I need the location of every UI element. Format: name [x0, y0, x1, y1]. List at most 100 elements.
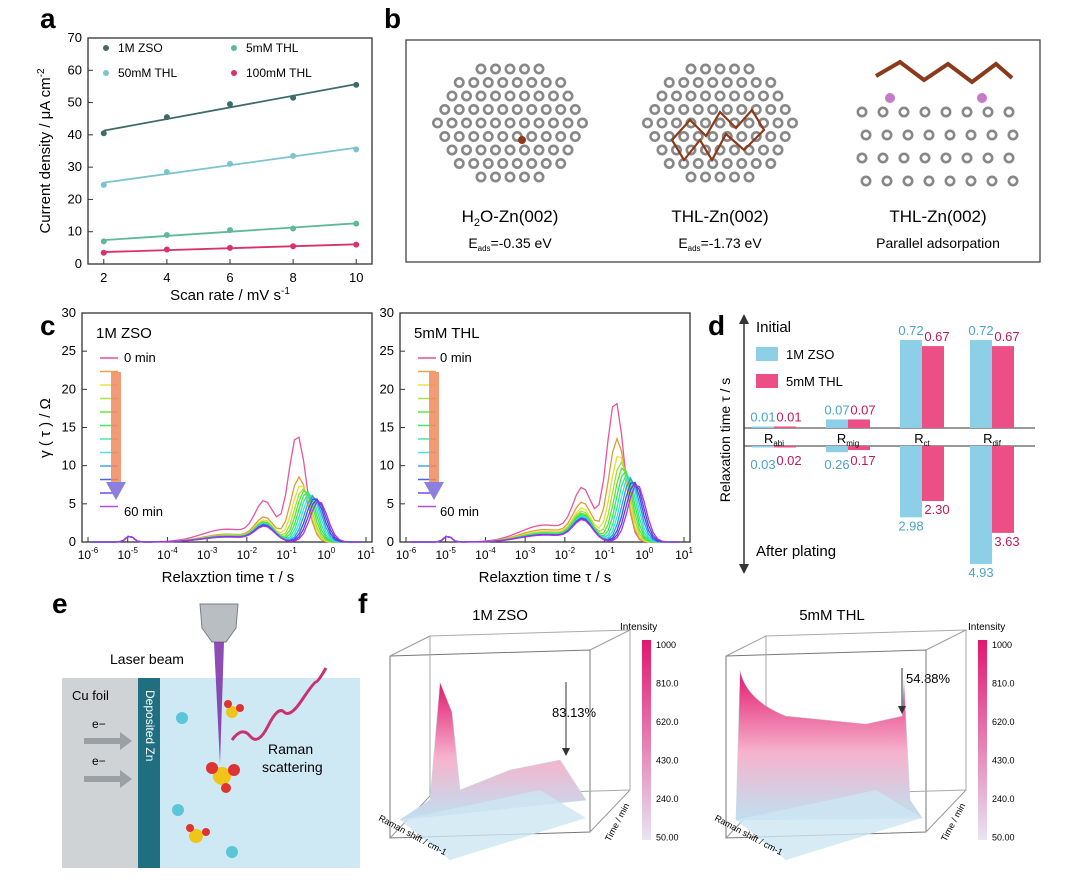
- zn-atom: [468, 158, 480, 170]
- y-tick-label: 10: [380, 458, 394, 473]
- zn-atom: [497, 131, 509, 143]
- data-point: [227, 101, 233, 108]
- zn-atom: [670, 117, 682, 129]
- colorbar-tick-label: 620.0: [656, 717, 679, 727]
- panel-c1-time-start: 0 min: [124, 350, 156, 365]
- bar-after-thl: [848, 446, 870, 451]
- x-tick-label: 10-1: [276, 546, 297, 562]
- zn-atom: [489, 144, 501, 156]
- zn-atom: [881, 175, 893, 187]
- electron-arrow-2: [84, 770, 132, 788]
- bar-initial-thl: [992, 346, 1014, 428]
- bar-after-zso: [900, 446, 922, 518]
- zn-atom: [526, 131, 538, 143]
- zn-atom: [475, 117, 487, 129]
- y-tick-label: 25: [62, 343, 76, 358]
- x-tick-label: 6: [226, 270, 233, 285]
- zn-atom: [533, 90, 545, 102]
- zn-atom: [772, 144, 784, 156]
- zn-atom: [692, 104, 704, 116]
- legend-label: 50mM THL: [118, 66, 177, 80]
- category-label: Rdif: [983, 431, 1002, 448]
- raman-surface: [735, 669, 923, 821]
- bar-label: 0.01: [750, 410, 775, 425]
- zn-atom: [721, 158, 733, 170]
- y-tick-label: 40: [68, 127, 82, 142]
- zn-atom: [489, 171, 501, 183]
- zn-atom: [757, 90, 769, 102]
- panel-c1-time-end: 60 min: [124, 504, 163, 519]
- zn-atom: [902, 129, 914, 141]
- data-point: [227, 244, 233, 251]
- y-tick-label: 0: [69, 534, 76, 549]
- box-edge: [589, 629, 631, 651]
- y-tick-label: 0: [75, 256, 82, 271]
- zn-atom: [569, 131, 581, 143]
- panel-a-xlabel: Scan rate / mV s-1: [170, 286, 290, 304]
- bar-initial-thl: [922, 346, 944, 428]
- panel-c2-xlabel: Relaxztion time τ / s: [479, 569, 612, 586]
- bar-after-zso: [826, 446, 848, 453]
- zn-atom: [856, 106, 868, 118]
- zn-atom: [743, 171, 755, 183]
- adsorbate-atom: [977, 93, 987, 103]
- bar-initial-thl: [848, 419, 870, 428]
- colorbar-tick-label: 240.0: [992, 794, 1015, 804]
- zn-atom: [504, 171, 516, 183]
- zn-atom: [1007, 175, 1019, 187]
- zn-atom: [453, 104, 465, 116]
- time-arrow-head: [106, 482, 126, 500]
- data-point: [163, 168, 170, 175]
- zn-atom: [721, 131, 733, 143]
- zn-atom: [518, 90, 530, 102]
- x-tick-label: 10-3: [515, 546, 536, 562]
- legend-swatch: [756, 347, 778, 361]
- y-tick-label: 5: [69, 496, 76, 511]
- panel-c-left-chart: γ ( τ ) / Ω Relaxztion time τ / s 1M ZSO…: [37, 305, 375, 586]
- panel-f-left-surface: 1M ZSO 83.13% Intensity Raman shift / cm…: [377, 607, 679, 860]
- zn-atom: [663, 104, 675, 116]
- data-point: [290, 225, 297, 232]
- zn-atom: [497, 158, 509, 170]
- y-tick-label: 10: [62, 458, 76, 473]
- panel-f1-colorbar-title: Intensity: [620, 622, 657, 633]
- zn-atom: [526, 77, 538, 89]
- y-tick-label: 60: [68, 62, 82, 77]
- zn-atom: [533, 63, 545, 75]
- zn-atom: [511, 158, 523, 170]
- y-tick-label: 10: [68, 224, 82, 239]
- zn-atom: [699, 63, 711, 75]
- zn-atom: [453, 158, 465, 170]
- structure-energy-3: Parallel adsorpation: [876, 235, 1000, 251]
- bar-label: 4.93: [968, 565, 993, 580]
- zn-atom: [714, 90, 726, 102]
- zn-atom: [482, 158, 494, 170]
- bar-label: 2.98: [898, 518, 923, 533]
- zn-atom: [699, 144, 711, 156]
- x-tick-label: 2: [100, 270, 107, 285]
- zn-atom: [923, 175, 935, 187]
- bar-label: 3.63: [994, 534, 1019, 549]
- zn-atom: [714, 117, 726, 129]
- y-tick-label: 50: [68, 95, 82, 110]
- data-point: [353, 241, 360, 248]
- panel-d-chart: Relaxation time τ / s Initial After plat…: [717, 314, 1035, 580]
- zn-atom: [736, 77, 748, 89]
- bar-initial-thl: [774, 426, 796, 428]
- zn-atom: [919, 106, 931, 118]
- x-tick-label: 10-6: [78, 546, 99, 562]
- zn-atom: [460, 144, 472, 156]
- drt-curve: [410, 484, 680, 543]
- x-tick-label: 100: [635, 546, 653, 562]
- zn-atom: [504, 63, 516, 75]
- molecule-icon: [186, 824, 210, 843]
- molecule-icon: [206, 762, 240, 793]
- zn-atom: [944, 129, 956, 141]
- zn-atom: [468, 104, 480, 116]
- zn-atom: [699, 171, 711, 183]
- zn-atom: [898, 106, 910, 118]
- zn-atom: [555, 104, 567, 116]
- bar-after-thl: [922, 446, 944, 502]
- box-edge: [389, 635, 431, 657]
- y-tick-label: 20: [68, 191, 82, 206]
